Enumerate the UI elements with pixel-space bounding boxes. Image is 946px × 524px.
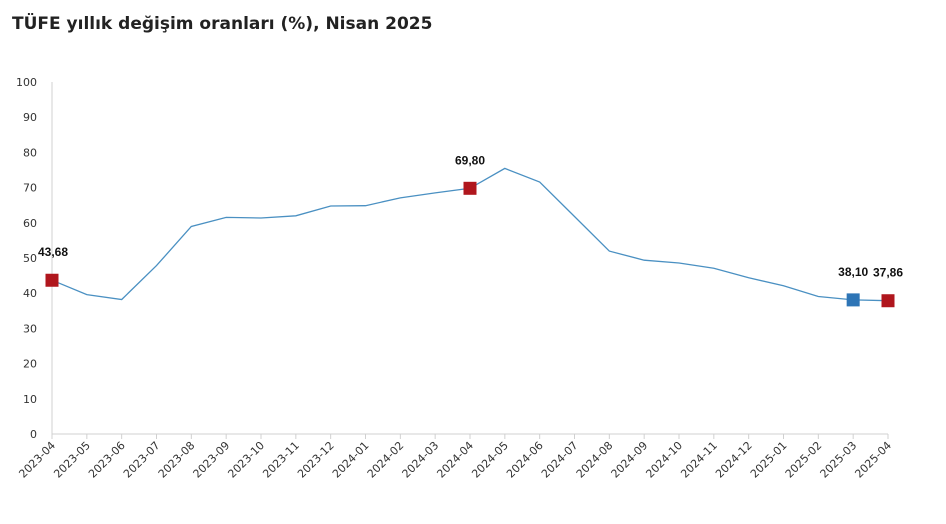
x-tick-label: 2023-12 bbox=[295, 439, 337, 481]
x-tick-label: 2023-07 bbox=[121, 439, 163, 481]
y-tick-label: 0 bbox=[30, 428, 37, 441]
x-tick-label: 2023-04 bbox=[16, 439, 58, 481]
x-tick-label: 2024-11 bbox=[678, 439, 720, 481]
data-label: 69,80 bbox=[455, 153, 485, 167]
chart-title: TÜFE yıllık değişim oranları (%), Nisan … bbox=[12, 14, 433, 34]
x-tick-label: 2023-06 bbox=[86, 439, 128, 481]
x-tick-label: 2023-10 bbox=[225, 439, 267, 481]
x-tick-label: 2024-02 bbox=[365, 439, 407, 481]
x-tick-label: 2024-07 bbox=[539, 439, 581, 481]
x-axis: 2023-042023-052023-062023-072023-082023-… bbox=[16, 433, 894, 481]
x-tick-label: 2024-12 bbox=[713, 439, 755, 481]
x-tick-label: 2024-05 bbox=[469, 439, 511, 481]
y-tick-label: 90 bbox=[23, 111, 37, 124]
x-tick-label: 2025-03 bbox=[818, 439, 860, 481]
data-label: 43,68 bbox=[38, 245, 68, 259]
data-label: 38,10 bbox=[838, 265, 868, 279]
x-tick-label: 2023-05 bbox=[51, 439, 93, 481]
highlight-marker bbox=[881, 294, 895, 308]
y-tick-label: 100 bbox=[16, 76, 37, 89]
x-tick-label: 2024-04 bbox=[434, 439, 476, 481]
y-tick-label: 70 bbox=[23, 182, 37, 195]
y-tick-label: 30 bbox=[23, 322, 37, 335]
x-tick-label: 2024-06 bbox=[504, 439, 546, 481]
highlight-marker bbox=[846, 293, 860, 307]
x-tick-label: 2024-09 bbox=[609, 439, 651, 481]
y-tick-label: 60 bbox=[23, 217, 37, 230]
y-tick-label: 10 bbox=[23, 393, 37, 406]
x-tick-label: 2024-10 bbox=[643, 439, 685, 481]
y-tick-label: 50 bbox=[23, 252, 37, 265]
x-tick-label: 2025-02 bbox=[783, 439, 825, 481]
y-tick-label: 20 bbox=[23, 358, 37, 371]
x-tick-label: 2023-09 bbox=[191, 439, 233, 481]
y-tick-label: 40 bbox=[23, 287, 37, 300]
x-tick-label: 2025-04 bbox=[852, 439, 894, 481]
x-tick-label: 2024-01 bbox=[330, 439, 372, 481]
x-tick-label: 2025-01 bbox=[748, 439, 790, 481]
data-label: 37,86 bbox=[873, 266, 903, 280]
y-tick-label: 80 bbox=[23, 146, 37, 159]
x-tick-label: 2023-08 bbox=[156, 439, 198, 481]
highlight-marker bbox=[45, 273, 59, 287]
markers-layer: 43,68 69,80 38,10 37,86 bbox=[38, 153, 903, 308]
highlight-marker bbox=[463, 181, 477, 195]
y-axis: 0 10 20 30 40 50 60 70 80 90 100 bbox=[16, 76, 53, 441]
x-tick-label: 2023-11 bbox=[260, 439, 302, 481]
x-tick-label: 2024-03 bbox=[400, 439, 442, 481]
x-tick-label: 2024-08 bbox=[574, 439, 616, 481]
